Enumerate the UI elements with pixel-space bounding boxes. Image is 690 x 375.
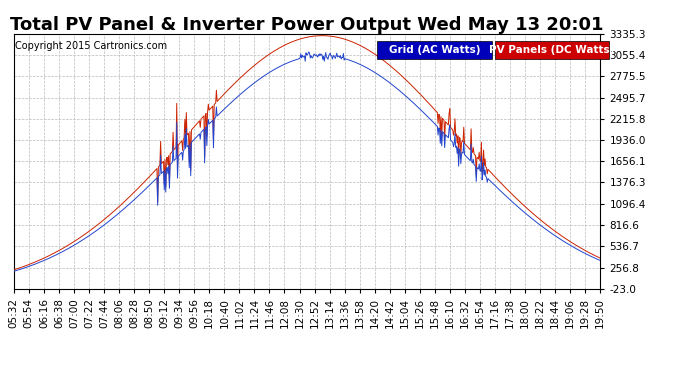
FancyBboxPatch shape [377, 41, 492, 59]
Text: Copyright 2015 Cartronics.com: Copyright 2015 Cartronics.com [15, 41, 167, 51]
Title: Total PV Panel & Inverter Power Output Wed May 13 20:01: Total PV Panel & Inverter Power Output W… [10, 16, 604, 34]
Text: Grid (AC Watts): Grid (AC Watts) [388, 45, 480, 56]
Text: PV Panels (DC Watts): PV Panels (DC Watts) [489, 45, 614, 56]
FancyBboxPatch shape [495, 41, 609, 59]
